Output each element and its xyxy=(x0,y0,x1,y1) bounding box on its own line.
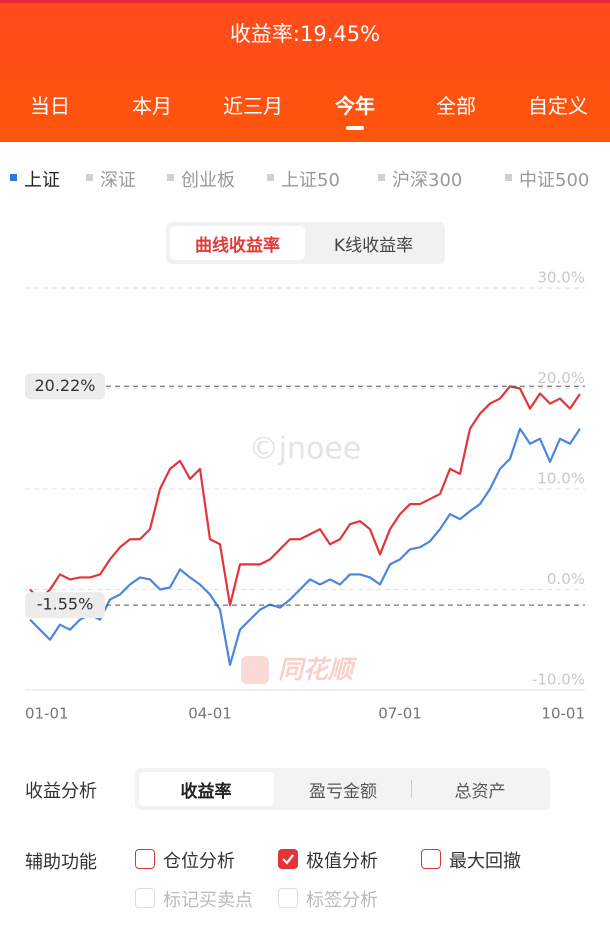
annotation-label: 20.22% xyxy=(34,376,95,395)
x-tick-label: 10-01 xyxy=(541,705,585,723)
index-marker xyxy=(10,174,17,181)
annotation-box xyxy=(25,592,105,619)
series-line xyxy=(29,427,581,666)
checkbox-label[interactable]: 最大回撤 xyxy=(449,851,521,872)
tab[interactable]: 全部 xyxy=(436,94,476,118)
index-item[interactable]: 沪深300 xyxy=(392,170,463,191)
checkbox-label: 标签分析 xyxy=(306,890,378,911)
tab-indicator xyxy=(346,126,364,130)
tab[interactable]: 当日 xyxy=(30,94,70,118)
mode-selected-bg xyxy=(170,226,305,260)
checkbox-label[interactable]: 极值分析 xyxy=(306,851,378,872)
y-tick-label: 30.0% xyxy=(537,269,585,287)
index-item[interactable]: 创业板 xyxy=(181,170,235,191)
analysis-option[interactable]: 盈亏金额 xyxy=(309,782,377,802)
checkbox[interactable] xyxy=(135,849,155,869)
index-item[interactable]: 上证 xyxy=(24,170,60,191)
index-marker xyxy=(505,174,512,181)
checkbox xyxy=(135,888,155,908)
tab[interactable]: 今年 xyxy=(335,94,375,118)
separator xyxy=(411,780,412,798)
y-tick-label: 0.0% xyxy=(547,570,585,588)
x-tick-label: 04-01 xyxy=(188,705,232,723)
check xyxy=(282,854,294,865)
aux-label: 辅助功能 xyxy=(25,852,97,873)
series-line xyxy=(29,385,581,607)
analysis-label: 收益分析 xyxy=(25,781,97,802)
index-marker xyxy=(86,174,93,181)
y-tick-label: 20.0% xyxy=(537,369,585,387)
annotation-label: -1.55% xyxy=(37,595,94,614)
y-tick-label: -10.0% xyxy=(532,671,585,689)
header xyxy=(0,0,610,142)
watermark-logo: 同花顺 xyxy=(278,655,358,684)
index-marker xyxy=(167,174,174,181)
analysis-option[interactable]: 总资产 xyxy=(454,782,506,802)
tab[interactable]: 自定义 xyxy=(528,94,588,118)
index-item[interactable]: 上证50 xyxy=(281,170,340,191)
checkbox xyxy=(278,888,298,908)
mode-option[interactable]: K线收益率 xyxy=(333,236,414,256)
index-marker xyxy=(267,174,274,181)
index-item[interactable]: 深证 xyxy=(100,170,136,191)
checkbox[interactable] xyxy=(278,849,298,869)
watermark: ©jnoee xyxy=(249,432,362,467)
y-tick-label: 10.0% xyxy=(537,470,585,488)
x-tick-label: 01-01 xyxy=(25,705,69,723)
tab[interactable]: 近三月 xyxy=(223,94,283,118)
mode-option[interactable]: 曲线收益率 xyxy=(195,236,280,256)
logo-icon xyxy=(241,656,269,684)
index-item[interactable]: 中证500 xyxy=(519,170,590,191)
annotation-box xyxy=(25,373,105,400)
checkbox-label[interactable]: 仓位分析 xyxy=(163,851,235,872)
x-tick-label: 07-01 xyxy=(378,705,422,723)
checkbox-label: 标记买卖点 xyxy=(163,890,253,911)
index-marker xyxy=(378,174,385,181)
tab[interactable]: 本月 xyxy=(132,94,172,118)
analysis-selected-bg xyxy=(139,772,274,806)
header-title: 收益率:19.45% xyxy=(229,22,381,46)
analysis-option[interactable]: 收益率 xyxy=(180,782,232,802)
checkbox[interactable] xyxy=(421,849,441,869)
